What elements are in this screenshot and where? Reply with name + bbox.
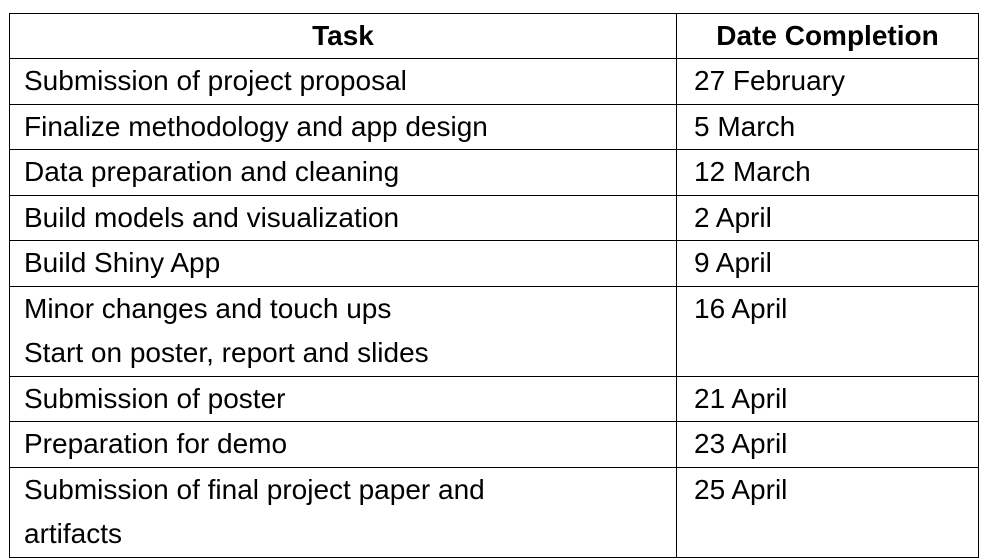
date-cell: 12 March (676, 149, 979, 196)
date-cell: 27 February (676, 58, 979, 105)
date-cell: 9 April (676, 240, 979, 287)
table-row: Build Shiny App 9 April (9, 240, 979, 287)
task-cell: Build Shiny App (9, 240, 677, 287)
task-cell: Finalize methodology and app design (9, 103, 677, 150)
task-cell: Submission of project proposal (9, 58, 677, 105)
table-row: Submission of project proposal 27 Februa… (9, 58, 979, 105)
table-row: Finalize methodology and app design 5 Ma… (9, 103, 979, 150)
task-cell: Build models and visualization (9, 194, 677, 241)
date-cell: 5 March (676, 103, 979, 150)
column-header-task: Task (9, 13, 677, 59)
date-cell: 2 April (676, 194, 979, 241)
table-row: Submission of final project paper and ar… (9, 466, 979, 558)
task-cell: Submission of final project paper and ar… (9, 466, 677, 558)
table-row: Submission of poster 21 April (9, 375, 979, 422)
date-cell: 21 April (676, 375, 979, 422)
column-header-date-completion: Date Completion (676, 13, 979, 59)
task-cell: Submission of poster (9, 375, 677, 422)
task-cell: Preparation for demo (9, 421, 677, 468)
table-row: Build models and visualization 2 April (9, 194, 979, 241)
schedule-table: Task Date Completion Submission of proje… (9, 13, 979, 558)
date-cell: 16 April (676, 285, 979, 377)
table-row: Preparation for demo 23 April (9, 421, 979, 468)
date-cell: 23 April (676, 421, 979, 468)
date-cell: 25 April (676, 466, 979, 558)
task-cell: Minor changes and touch ups Start on pos… (9, 285, 677, 377)
table-row: Data preparation and cleaning 12 March (9, 149, 979, 196)
table-header-row: Task Date Completion (9, 13, 979, 59)
table-row: Minor changes and touch ups Start on pos… (9, 285, 979, 377)
task-cell: Data preparation and cleaning (9, 149, 677, 196)
